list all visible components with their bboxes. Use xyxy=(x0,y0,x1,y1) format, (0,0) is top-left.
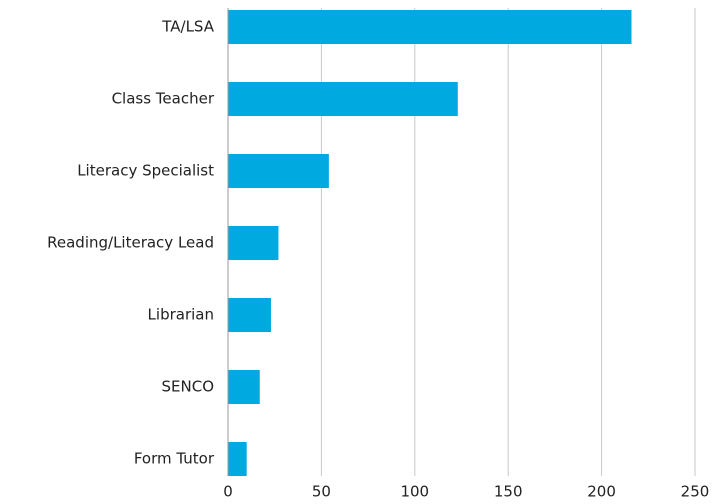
bar xyxy=(228,298,271,332)
y-tick-label: Form Tutor xyxy=(134,450,215,468)
x-tick-label: 100 xyxy=(400,483,429,501)
bar xyxy=(228,10,632,44)
x-tick-label: 250 xyxy=(681,483,710,501)
x-tick-label: 200 xyxy=(587,483,616,501)
y-tick-label: Librarian xyxy=(148,306,214,324)
bar xyxy=(228,154,329,188)
y-tick-label: Literacy Specialist xyxy=(77,162,214,180)
x-tick-label: 50 xyxy=(312,483,331,501)
y-tick-label: Reading/Literacy Lead xyxy=(47,234,214,252)
bar xyxy=(228,82,458,116)
y-tick-label: SENCO xyxy=(162,378,215,396)
bar xyxy=(228,442,247,476)
x-tick-label: 0 xyxy=(223,483,233,501)
x-tick-label: 150 xyxy=(494,483,523,501)
y-tick-label: TA/LSA xyxy=(161,18,214,36)
y-tick-label: Class Teacher xyxy=(112,90,215,108)
bar xyxy=(228,226,279,260)
bar xyxy=(228,370,260,404)
